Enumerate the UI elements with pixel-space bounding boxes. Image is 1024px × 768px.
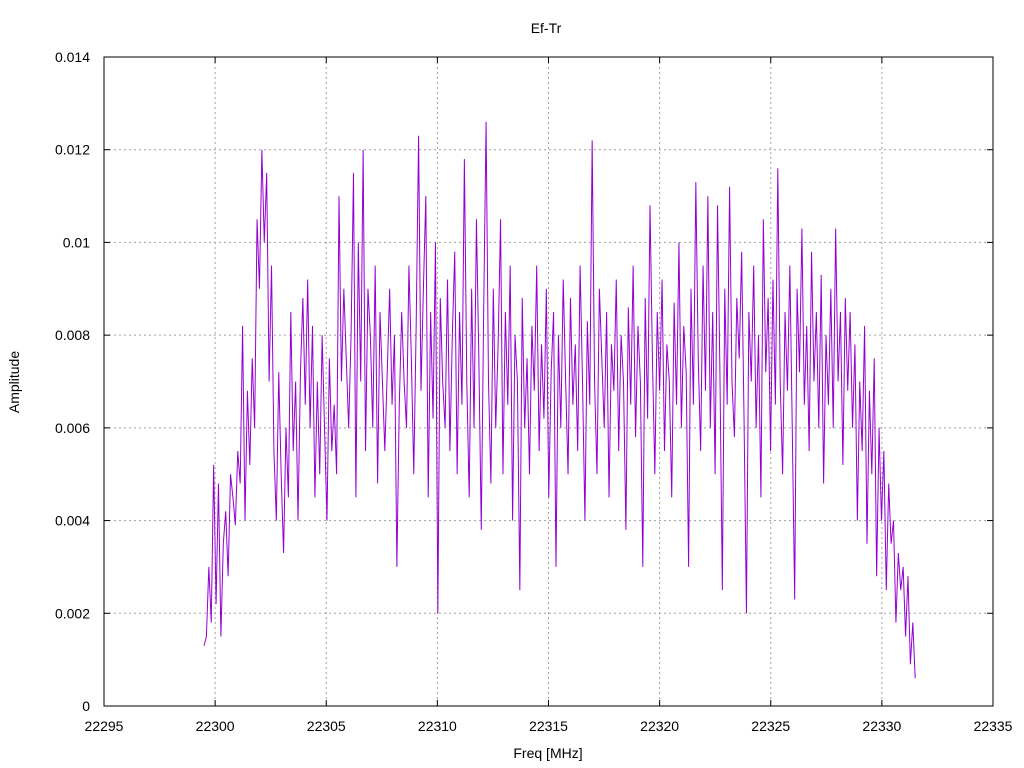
series-line-0 (203, 121, 916, 679)
x-axis-label: Freq [MHz] (513, 745, 582, 761)
y-tick-label: 0.01 (63, 234, 90, 250)
series-layer (203, 121, 916, 679)
x-tick-label: 22300 (196, 718, 235, 734)
x-tick-label: 22335 (974, 718, 1013, 734)
x-tick-label: 22295 (85, 718, 124, 734)
x-tick-label: 22305 (307, 718, 346, 734)
y-tick-label: 0.008 (55, 327, 90, 343)
y-axis-label: Amplitude (6, 351, 22, 413)
chart-title: Ef-Tr (531, 20, 562, 36)
y-tick-label: 0.002 (55, 605, 90, 621)
y-tick-label: 0 (82, 698, 90, 714)
x-tick-label: 22310 (418, 718, 457, 734)
x-tick-label: 22325 (751, 718, 790, 734)
x-tick-label: 22315 (529, 718, 568, 734)
x-tick-label: 22320 (640, 718, 679, 734)
y-tick-label: 0.004 (55, 513, 90, 529)
ticks: 22295 22300 22305 22310 22315 22320 22325 22330… (55, 49, 1013, 734)
y-tick-label: 0.006 (55, 420, 90, 436)
x-tick-label: 22330 (862, 718, 901, 734)
y-tick-label: 0.014 (55, 49, 90, 65)
y-tick-label: 0.012 (55, 142, 90, 158)
